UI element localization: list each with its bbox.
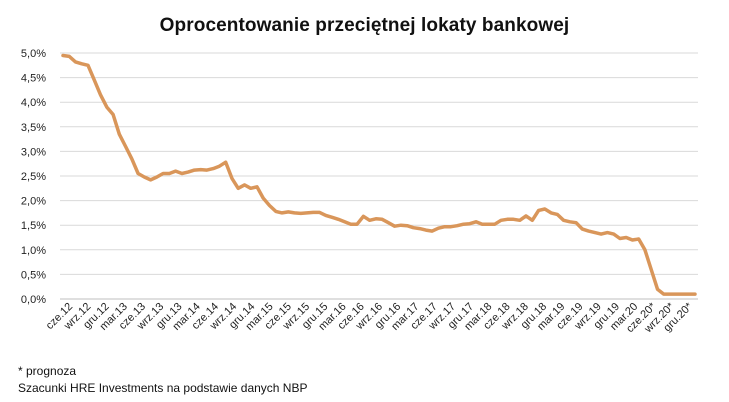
forecast-footnote: * prognoza: [18, 364, 77, 378]
y-tick-label: 2,5%: [21, 171, 46, 183]
x-axis-tick-labels: cze.12wrz.12gru.12mar.13cze.13wrz.13gru.…: [44, 300, 696, 336]
y-tick-label: 4,0%: [21, 97, 46, 109]
y-tick-label: 2,0%: [21, 196, 46, 208]
y-axis-tick-labels: 0,0% 0,5% 1,0% 1,5% 2,0% 2,5% 3,0% 3,5% 4,0% 4,5%…: [21, 48, 46, 306]
chart-title: Oprocentowanie przeciętnej lokaty bankow…: [159, 15, 570, 36]
y-tick-label: 0,0%: [21, 294, 46, 306]
series-line: [61, 53, 697, 296]
y-tick-label: 3,0%: [21, 146, 46, 158]
y-tick-label: 1,5%: [21, 220, 46, 232]
y-tick-label: 4,5%: [21, 73, 46, 85]
gridlines: [60, 52, 698, 275]
source-footnote: Szacunki HRE Investments na podstawie da…: [18, 381, 308, 395]
series-layer: [61, 53, 697, 296]
y-tick-label: 0,5%: [21, 269, 46, 281]
y-tick-label: 1,0%: [21, 245, 46, 257]
y-tick-label: 3,5%: [21, 122, 46, 134]
y-tick-label: 5,0%: [21, 48, 46, 60]
